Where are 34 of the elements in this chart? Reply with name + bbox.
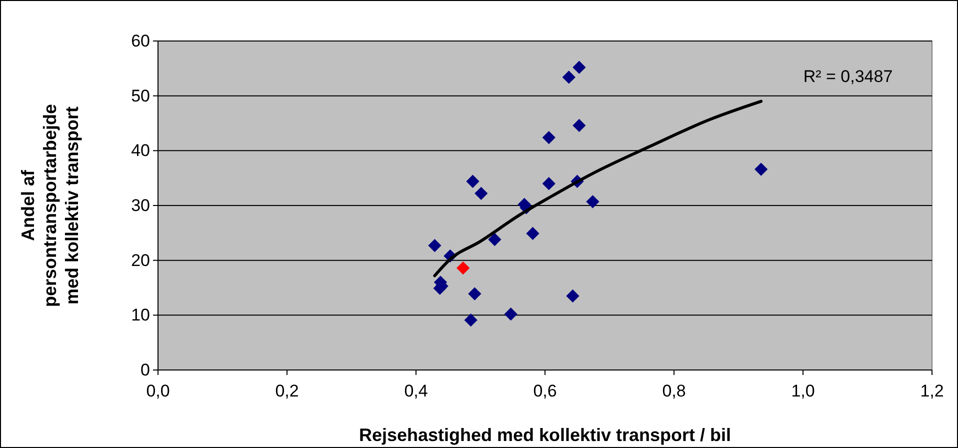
x-tick-label: 0,6 <box>533 382 557 401</box>
point <box>572 118 586 132</box>
y-tick-label: 30 <box>131 196 150 215</box>
point <box>504 308 518 321</box>
y-tick-label: 0 <box>140 360 150 380</box>
annotation: R² = 0,3487 <box>803 67 893 86</box>
x-tick-label: 1,2 <box>920 382 944 401</box>
x-tick-label: 0,8 <box>662 382 686 401</box>
point <box>542 177 556 190</box>
x-axis-title: Rejsehastighed med kollektiv transport / bil <box>358 425 732 445</box>
point <box>586 195 600 208</box>
point <box>456 261 470 275</box>
point <box>428 238 442 252</box>
y-axis-title: Andel af persontransportarbejde med kollektiv transport <box>18 104 82 308</box>
point <box>566 289 580 303</box>
point <box>572 60 586 74</box>
point <box>754 162 768 176</box>
point <box>526 226 540 240</box>
point <box>562 70 576 84</box>
x-tick-label: 1,0 <box>791 382 815 401</box>
y-tick-label: 20 <box>131 250 150 270</box>
y-tick-label: 60 <box>131 31 150 50</box>
x-tick-label: 0,2 <box>275 382 299 401</box>
y-tick-label: 40 <box>131 141 150 160</box>
y-tick-label: 10 <box>131 306 150 325</box>
x-tick-label: 0,4 <box>404 382 428 401</box>
point <box>468 287 482 300</box>
x-tick-label: 0,0 <box>146 382 170 401</box>
point <box>488 232 502 246</box>
point <box>466 174 480 188</box>
point <box>464 314 478 327</box>
point <box>474 186 488 200</box>
y-tick-label: 50 <box>131 86 150 106</box>
point <box>542 130 556 144</box>
